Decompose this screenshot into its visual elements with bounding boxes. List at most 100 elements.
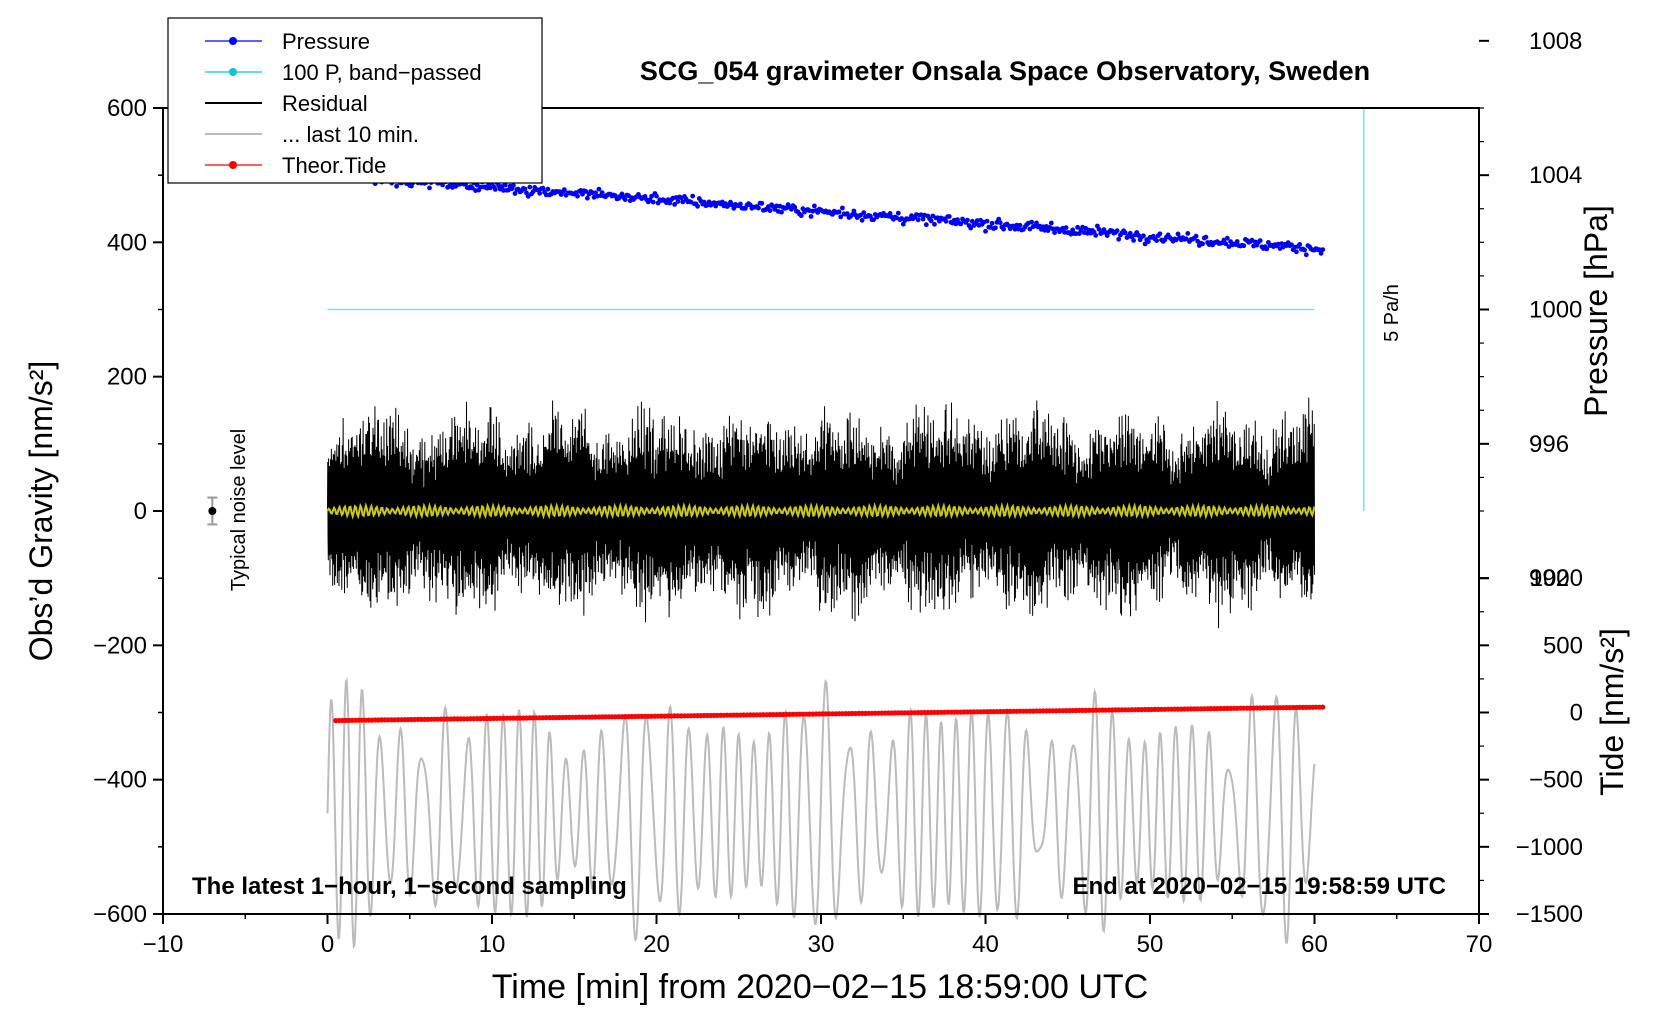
pressure-point (1034, 220, 1039, 226)
pressure-point (537, 190, 543, 196)
pressure-tick-label: 1004 (1529, 162, 1582, 189)
pressure-point (1175, 231, 1181, 237)
pressure-tick-label: 996 (1529, 431, 1569, 458)
pressure-point (779, 209, 784, 215)
noise-level-marker (207, 496, 218, 526)
pressure-point (492, 187, 498, 192)
pressure-point (838, 214, 844, 220)
pressure-point (1257, 238, 1263, 244)
pressure-point (394, 183, 399, 189)
tide-tick-label: 1000 (1530, 565, 1583, 592)
legend-label: Pressure (282, 29, 370, 54)
y-tick-label: −600 (93, 901, 147, 928)
pressure-point (583, 189, 589, 194)
pressure-point (527, 184, 533, 190)
pressure-point (680, 199, 686, 205)
pressure-point (840, 205, 845, 211)
pressure-point (502, 182, 508, 188)
y-tick-label: −200 (93, 632, 147, 659)
pressure-point (1294, 249, 1299, 255)
tide-tick-label: 500 (1543, 632, 1583, 659)
pressure-point (1320, 247, 1326, 253)
annotation-end-time: End at 2020−02−15 19:58:59 UTC (1072, 873, 1446, 900)
pressure-point (672, 202, 677, 207)
pressure-point (1076, 231, 1082, 237)
pressure-point (858, 212, 863, 218)
y-axis-label-left: Obs’d Gravity [nm/s²] (23, 361, 59, 662)
pressure-point (1185, 231, 1191, 236)
pressure-point (1093, 233, 1099, 238)
pressure-point (812, 203, 817, 209)
series-tide-points (333, 704, 1326, 724)
pressure-point (836, 209, 842, 215)
legend-label: 100 P, band−passed (282, 60, 482, 85)
pressure-point (759, 200, 765, 206)
pressure-point (997, 220, 1003, 226)
pressure-point (756, 205, 761, 211)
tide-tick-label: −500 (1529, 767, 1583, 794)
x-tick-label: 0 (321, 931, 334, 958)
legend: Pressure 100 P, band−passed Residual ... la… (167, 17, 543, 184)
pressure-point (844, 211, 850, 217)
x-tick-label: 40 (972, 931, 999, 958)
chart-title: SCG_054 gravimeter Onsala Space Observat… (640, 56, 1370, 86)
pressure-point (511, 183, 516, 188)
pressure-point (585, 195, 590, 201)
pressure-point (1241, 243, 1247, 249)
pressure-point (1146, 239, 1151, 245)
pressure-point (427, 185, 432, 191)
plot-area (207, 108, 1365, 950)
pressure-point (958, 221, 964, 227)
pressure-point (1052, 230, 1057, 236)
series-residual-smoothed-line (326, 501, 1316, 520)
pressure-point (1141, 233, 1146, 239)
legend-box (167, 17, 543, 184)
pressure-point (525, 193, 531, 199)
x-tick-label: 10 (479, 931, 506, 958)
pressure-point (650, 199, 656, 205)
y-tick-label: −400 (93, 767, 147, 794)
y-tick-label: 200 (107, 364, 147, 391)
pressure-point (1183, 236, 1189, 242)
pressure-point (798, 213, 804, 219)
y-axis-label-pressure: Pressure [hPa] (1578, 205, 1614, 417)
legend-label: Residual (282, 91, 368, 116)
pressure-point (622, 197, 628, 203)
pressure-tick-label: 1008 (1529, 28, 1582, 55)
pressure-point (887, 211, 893, 216)
pressure-point (1116, 236, 1122, 242)
x-tick-label: −10 (143, 931, 184, 958)
pressure-point (1114, 228, 1120, 234)
pressure-point (1096, 226, 1102, 232)
pressure-point (596, 186, 602, 192)
pressure-point (946, 214, 952, 219)
pressure-point (543, 192, 549, 198)
tide-tick-label: 0 (1570, 700, 1583, 727)
pressure-point (649, 193, 654, 199)
pressure-point (928, 218, 934, 224)
pressure-point (767, 208, 773, 214)
series-last-10-min-line (326, 676, 1316, 950)
pressure-point (1131, 238, 1136, 243)
x-tick-label: 30 (808, 931, 835, 958)
pressure-point (1017, 222, 1023, 228)
pressure-point (562, 187, 567, 193)
pressure-point (1224, 235, 1230, 241)
pressure-point (1075, 224, 1080, 230)
pressure-point (522, 186, 528, 192)
pressure-point (915, 217, 921, 223)
y-tick-label: 400 (107, 229, 147, 256)
pressure-point (965, 217, 970, 223)
pressure-point (920, 216, 926, 222)
pressure-point (1200, 241, 1205, 247)
legend-marker (229, 161, 237, 169)
pressure-point (731, 205, 737, 211)
pressure-point (983, 228, 988, 234)
pressure-point (690, 193, 696, 199)
x-axis: −10 0 10 20 30 40 50 60 70 (143, 914, 1492, 958)
pressure-point (1001, 226, 1006, 232)
legend-label: Theor.Tide (282, 153, 386, 178)
pressure-point (984, 218, 990, 224)
tide-point (1320, 704, 1326, 710)
pressure-point (989, 220, 995, 226)
